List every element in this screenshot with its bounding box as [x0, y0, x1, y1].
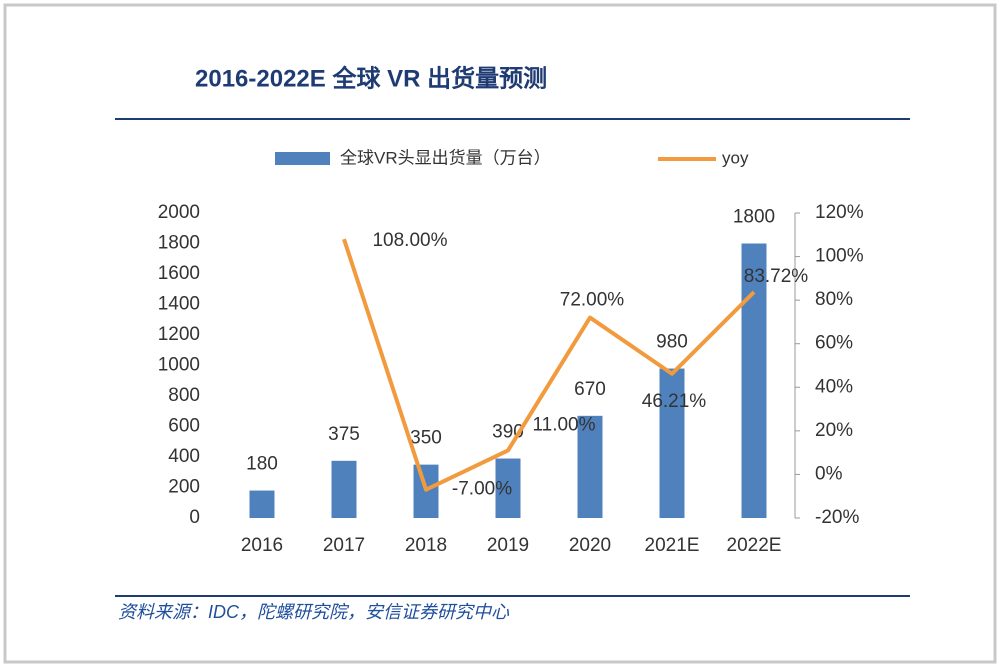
y2-tick-label: 20% [815, 420, 853, 441]
bar [331, 460, 357, 518]
x-tick-label: 2018 [405, 535, 447, 556]
bar [659, 368, 685, 518]
bar-label: 350 [410, 428, 442, 449]
bar [249, 490, 275, 518]
bar-label: 670 [574, 379, 606, 400]
bar-label: 180 [246, 454, 278, 475]
y2-tick-label: 100% [815, 246, 864, 267]
y2-tick-label: 60% [815, 333, 853, 354]
y-tick-label: 600 [168, 416, 200, 437]
yoy-label: 46.21% [642, 391, 707, 412]
legend-swatch [275, 152, 330, 165]
x-tick-label: 2019 [487, 535, 529, 556]
y-tick-label: 2000 [158, 202, 200, 223]
y-tick-label: 0 [189, 507, 200, 528]
y-tick-label: 1400 [158, 294, 200, 315]
y-tick-label: 200 [168, 477, 200, 498]
y2-tick-label: 120% [815, 202, 864, 223]
frame [3, 3, 997, 664]
legend-label: 全球VR头显出货量（万台） [340, 148, 551, 167]
yoy-label: 108.00% [372, 230, 447, 251]
y-tick-label: 1000 [158, 355, 200, 376]
bar [577, 415, 603, 518]
y2-tick-label: 40% [815, 376, 853, 397]
x-tick-label: 2022E [727, 535, 782, 556]
y-tick-label: 1200 [158, 324, 200, 345]
bar-label: 1800 [733, 207, 775, 228]
yoy-label: -7.00% [452, 479, 512, 500]
bar [741, 243, 767, 518]
y2-tick-label: -20% [815, 507, 859, 528]
chart-title: 2016-2022E 全球 VR 出货量预测 [195, 64, 547, 92]
x-tick-label: 2020 [569, 535, 611, 556]
y-tick-label: 1600 [158, 263, 200, 284]
bar-label: 375 [328, 424, 360, 445]
yoy-label: 83.72% [744, 266, 809, 287]
y2-tick-label: 0% [815, 463, 843, 484]
yoy-label: 11.00% [532, 414, 595, 435]
y-tick-label: 800 [168, 385, 200, 406]
y-tick-label: 400 [168, 446, 200, 467]
y-tick-label: 1800 [158, 233, 200, 254]
yoy-line [342, 238, 756, 492]
x-tick-label: 2016 [241, 535, 283, 556]
bar-label: 980 [656, 332, 688, 353]
legend-label: yoy [722, 148, 749, 167]
bar [495, 458, 521, 518]
source: 资料来源：IDC，陀螺研究院，安信证券研究中心 [118, 602, 510, 622]
x-tick-label: 2021E [645, 535, 700, 556]
y2-tick-label: 80% [815, 289, 853, 310]
yoy-label: 72.00% [560, 290, 625, 311]
x-tick-label: 2017 [323, 535, 365, 556]
